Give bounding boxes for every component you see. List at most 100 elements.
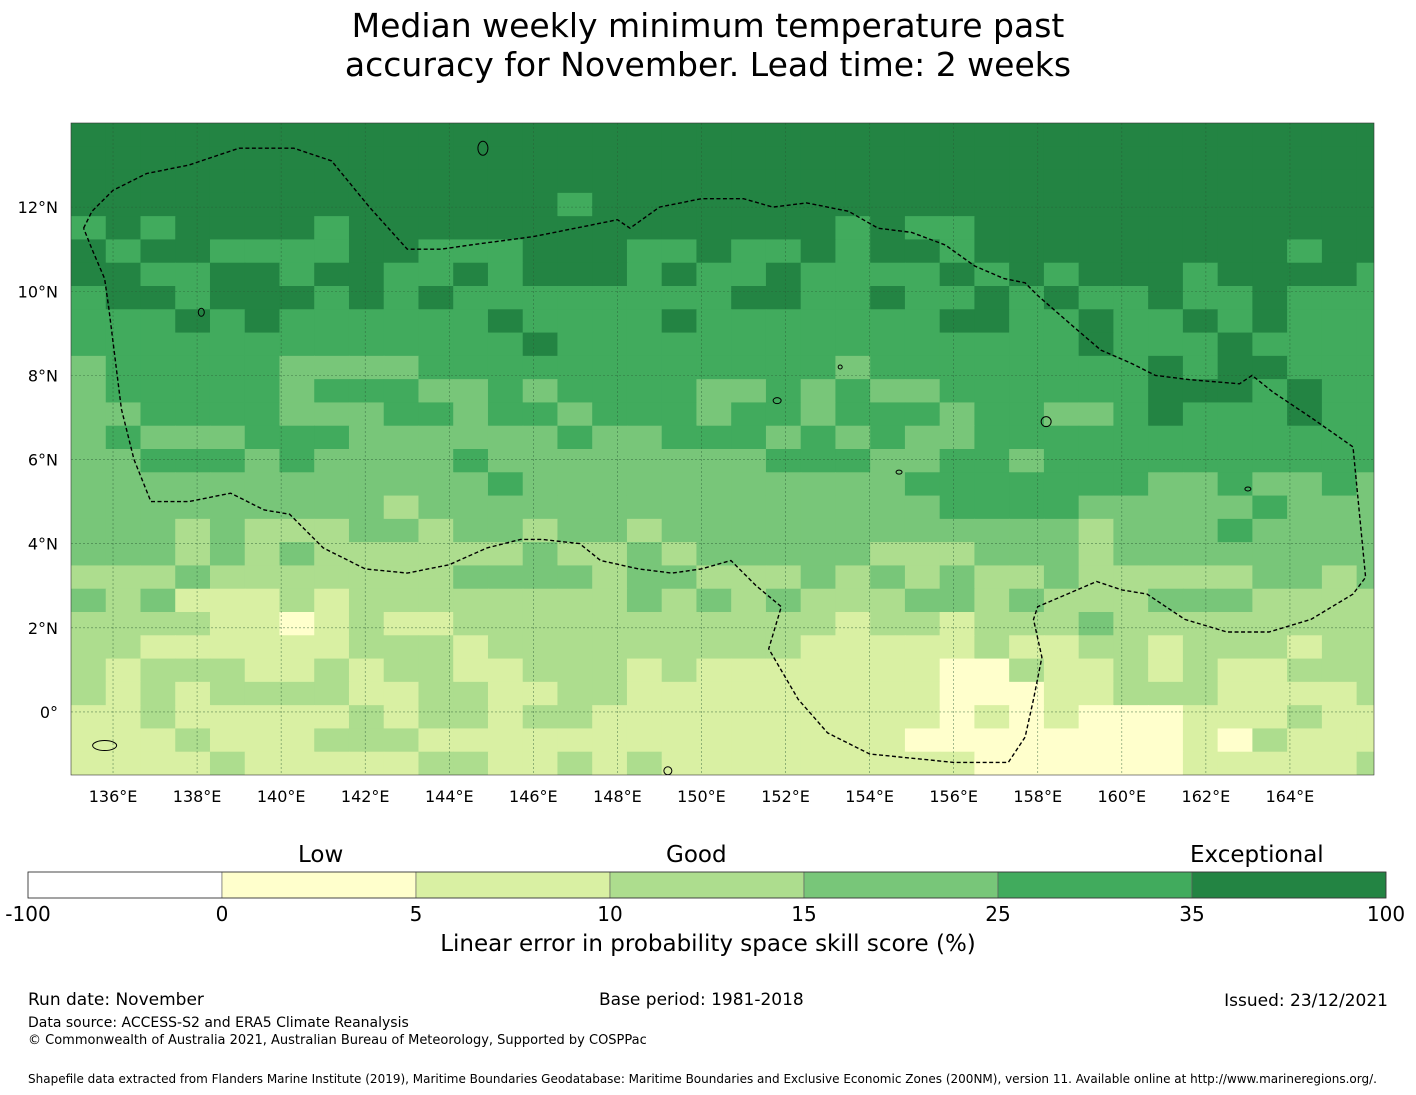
- skill-cell: [1148, 355, 1184, 380]
- skill-cell: [314, 728, 350, 753]
- skill-cell: [939, 542, 976, 567]
- skill-cell: [1217, 449, 1253, 473]
- skill-cell: [522, 146, 559, 171]
- skill-cell: [1113, 355, 1149, 380]
- skill-cell: [348, 751, 385, 775]
- skill-cell: [1148, 449, 1184, 473]
- skill-cell: [453, 612, 489, 636]
- skill-cell: [1043, 192, 1080, 217]
- skill-cell: [626, 192, 663, 217]
- skill-cell: [696, 169, 732, 194]
- skill-cell: [1113, 542, 1149, 567]
- skill-cell: [904, 309, 941, 334]
- skill-cell: [209, 309, 246, 334]
- skill-cell: [765, 262, 802, 287]
- skill-cell: [765, 751, 802, 775]
- skill-cell: [1356, 658, 1374, 683]
- skill-cell: [974, 518, 1010, 543]
- skill-cell: [974, 402, 1010, 427]
- skill-cell: [870, 123, 906, 147]
- skill-cell: [696, 239, 732, 264]
- colorbar-tick: 25: [985, 902, 1011, 926]
- skill-cell: [870, 472, 906, 497]
- skill-cell: [1217, 542, 1253, 567]
- skill-cell: [1009, 635, 1045, 660]
- skill-cell: [1078, 449, 1114, 473]
- skill-cell: [1009, 588, 1045, 613]
- skill-cell: [140, 612, 176, 636]
- skill-cell: [592, 146, 628, 171]
- skill-cell: [348, 612, 385, 636]
- skill-cell: [487, 216, 524, 241]
- skill-cell: [661, 332, 698, 357]
- skill-cell: [279, 239, 315, 264]
- skill-cell: [1287, 355, 1323, 380]
- skill-cell: [1252, 425, 1288, 450]
- skill-cell: [1148, 588, 1184, 613]
- skill-cell: [279, 425, 315, 450]
- skill-cell: [71, 518, 107, 543]
- skill-cell: [244, 355, 281, 380]
- skill-cell: [1113, 495, 1149, 520]
- skill-cell: [1356, 262, 1374, 287]
- skill-cell: [1078, 635, 1114, 660]
- skill-cell: [175, 681, 211, 706]
- skill-cell: [1009, 728, 1045, 753]
- skill-cell: [279, 169, 315, 194]
- skill-cell: [314, 239, 350, 264]
- skill-cell: [696, 612, 732, 636]
- skill-cell: [765, 402, 802, 427]
- skill-cell: [1182, 123, 1219, 147]
- skill-cell: [1078, 309, 1114, 334]
- latitude-label: 2°N: [28, 619, 58, 638]
- skill-cell: [1252, 309, 1288, 334]
- skill-cell: [1252, 681, 1288, 706]
- skill-cell: [765, 449, 802, 473]
- skill-cell: [1043, 542, 1080, 567]
- skill-cell: [1148, 542, 1184, 567]
- skill-cell: [522, 612, 559, 636]
- skill-cell: [1252, 146, 1288, 171]
- skill-cell: [1287, 425, 1323, 450]
- skill-cell: [244, 705, 281, 730]
- skill-cell: [626, 332, 663, 357]
- skill-cell: [765, 286, 802, 310]
- skill-cell: [939, 495, 976, 520]
- skill-cell: [244, 332, 281, 357]
- skill-cell: [1043, 309, 1080, 334]
- skill-cell: [1252, 402, 1288, 427]
- skill-cell: [1078, 402, 1114, 427]
- skill-cell: [661, 169, 698, 194]
- skill-cell: [939, 192, 976, 217]
- skill-cell: [244, 309, 281, 334]
- skill-cell: [418, 239, 454, 264]
- skill-cell: [522, 169, 559, 194]
- skill-cell: [1356, 286, 1374, 310]
- skill-cell: [279, 705, 315, 730]
- colorbar-tick: 100: [1366, 902, 1406, 926]
- skill-cell: [1113, 612, 1149, 636]
- skill-cell: [870, 588, 906, 613]
- skill-cell: [314, 262, 350, 287]
- skill-cell: [453, 658, 489, 683]
- skill-cell: [1113, 681, 1149, 706]
- skill-cell: [314, 123, 350, 147]
- skill-cell: [1287, 658, 1323, 683]
- skill-cell: [348, 565, 385, 590]
- skill-cell: [383, 425, 420, 450]
- skill-cell: [487, 588, 524, 613]
- skill-cell: [1148, 332, 1184, 357]
- skill-cell: [626, 449, 663, 473]
- skill-cell: [1217, 123, 1253, 147]
- skill-cell: [279, 542, 315, 567]
- skill-cell: [522, 309, 559, 334]
- skill-cell: [870, 705, 906, 730]
- skill-cell: [140, 518, 176, 543]
- skill-cell: [1148, 286, 1184, 310]
- skill-cell: [71, 728, 107, 753]
- skill-cell: [731, 169, 767, 194]
- skill-cell: [418, 635, 454, 660]
- skill-cell: [1356, 239, 1374, 264]
- skill-cell: [1113, 728, 1149, 753]
- skill-cell: [1043, 146, 1080, 171]
